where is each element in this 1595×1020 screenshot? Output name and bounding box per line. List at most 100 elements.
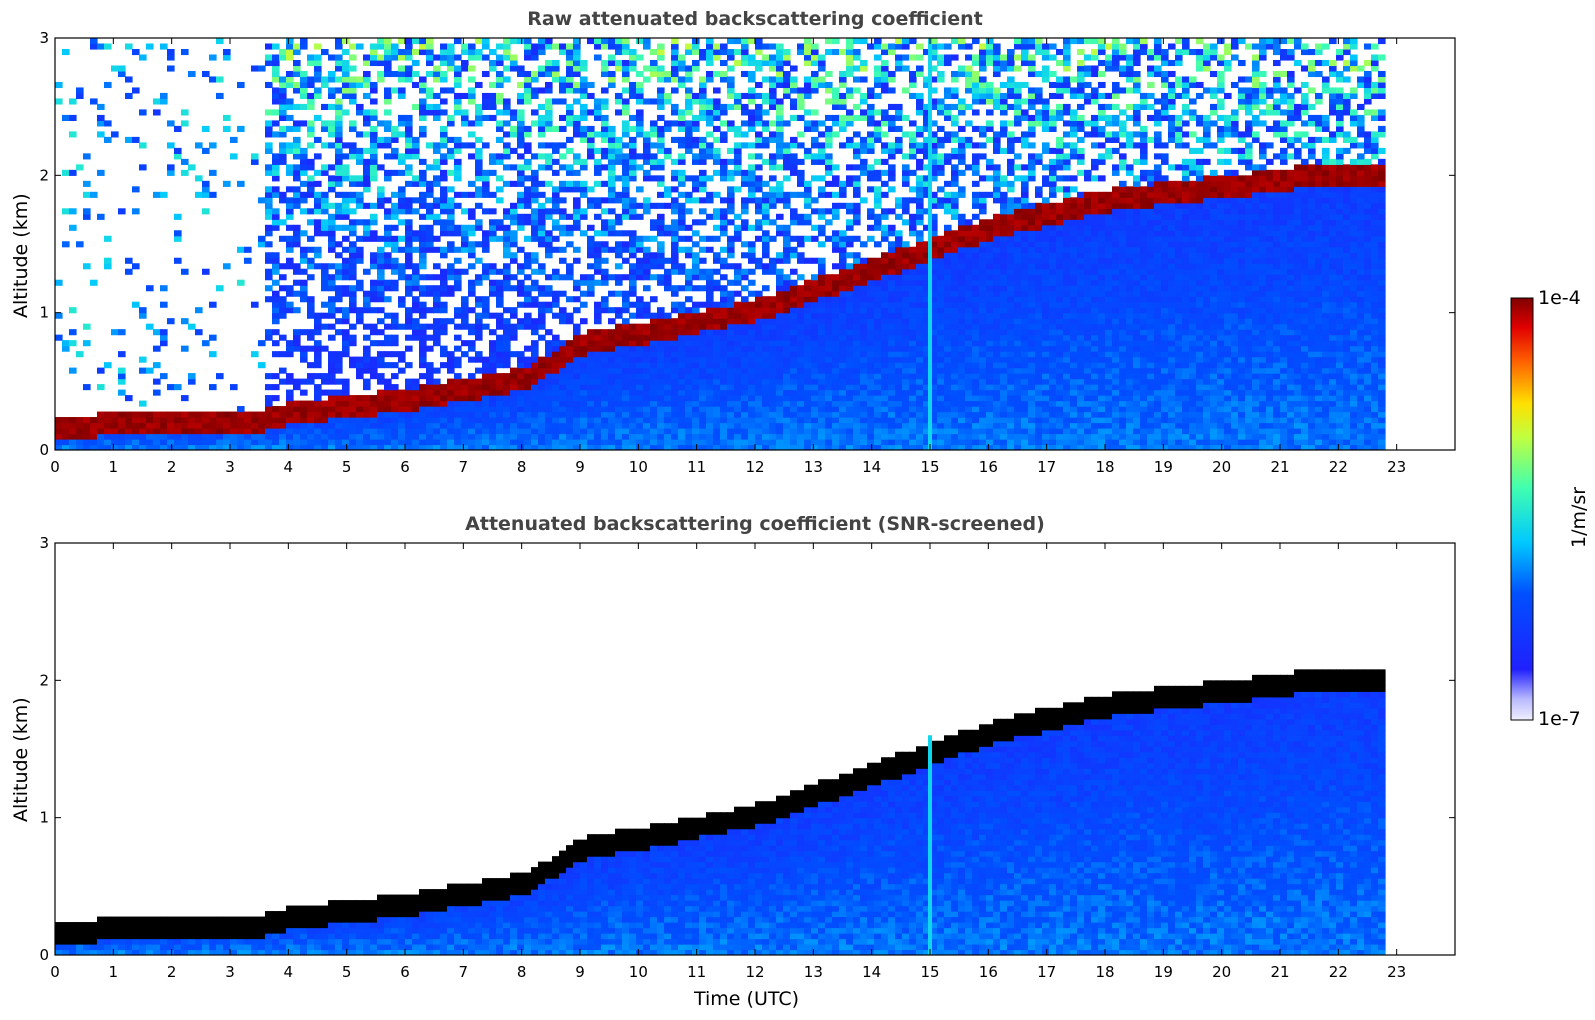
raw-heatmap-cell	[433, 76, 441, 83]
raw-heatmap-cell	[538, 356, 546, 363]
raw-heatmap-cell	[853, 439, 861, 446]
raw-heatmap-cell	[671, 439, 679, 446]
raw-heatmap-cell	[286, 186, 294, 193]
raw-heatmap-cell	[272, 153, 280, 160]
raw-heatmap-cell	[671, 384, 679, 391]
raw-heatmap-cell	[503, 98, 511, 105]
raw-heatmap-cell	[419, 38, 427, 45]
raw-heatmap-cell	[825, 38, 833, 45]
raw-heatmap-cell	[832, 411, 840, 418]
raw-heatmap-cell	[895, 43, 903, 50]
raw-heatmap-cell	[391, 389, 399, 396]
raw-heatmap-cell	[300, 356, 308, 363]
raw-heatmap-cell	[300, 153, 308, 160]
raw-heatmap-cell	[454, 175, 462, 182]
raw-heatmap-cell	[342, 428, 350, 435]
raw-heatmap-cell	[587, 334, 595, 341]
raw-heatmap-cell	[839, 230, 847, 237]
raw-heatmap-cell	[370, 230, 378, 237]
raw-heatmap-cell	[804, 285, 812, 292]
raw-heatmap-cell	[461, 312, 469, 319]
raw-heatmap-cell	[832, 345, 840, 352]
raw-heatmap-cell	[62, 428, 70, 435]
raw-heatmap-cell	[335, 136, 343, 143]
raw-heatmap-cell	[489, 158, 497, 165]
raw-heatmap-cell	[804, 367, 812, 374]
raw-heatmap-cell	[734, 417, 742, 424]
raw-heatmap-cell	[706, 290, 714, 297]
raw-heatmap-cell	[321, 378, 329, 385]
raw-heatmap-cell	[671, 230, 679, 237]
raw-heatmap-cell	[307, 257, 315, 264]
raw-heatmap-cell	[671, 224, 679, 231]
raw-heatmap-cell	[146, 428, 154, 435]
raw-heatmap-cell	[692, 65, 700, 72]
raw-heatmap-cell	[335, 59, 343, 67]
raw-heatmap-cell	[293, 230, 301, 237]
raw-heatmap-cell	[104, 81, 112, 89]
raw-heatmap-cell	[55, 417, 63, 424]
raw-heatmap-cell	[552, 411, 560, 418]
raw-heatmap-cell	[804, 153, 812, 160]
raw-heatmap-cell	[881, 417, 889, 424]
raw-heatmap-cell	[713, 384, 721, 391]
raw-heatmap-cell	[398, 48, 406, 56]
raw-heatmap-cell	[468, 241, 476, 248]
raw-heatmap-cell	[573, 120, 581, 127]
raw-heatmap-cell	[265, 329, 273, 336]
raw-heatmap-cell	[104, 428, 112, 435]
raw-heatmap-cell	[209, 384, 217, 391]
raw-heatmap-cell	[300, 191, 308, 198]
raw-heatmap-cell	[440, 158, 448, 165]
raw-heatmap-cell	[608, 340, 616, 347]
raw-heatmap-cell	[867, 329, 875, 336]
raw-heatmap-cell	[748, 180, 756, 187]
raw-heatmap-cell	[755, 103, 763, 111]
raw-heatmap-cell	[594, 43, 602, 50]
raw-heatmap-cell	[349, 142, 357, 149]
raw-heatmap-cell	[545, 400, 553, 407]
raw-heatmap-cell	[454, 65, 462, 72]
raw-heatmap-cell	[300, 208, 308, 215]
raw-heatmap-cell	[461, 230, 469, 237]
raw-heatmap-cell	[356, 362, 364, 369]
raw-heatmap-cell	[468, 213, 476, 220]
raw-heatmap-cell	[251, 411, 259, 418]
raw-heatmap-cell	[825, 367, 833, 374]
raw-heatmap-cell	[461, 395, 469, 402]
raw-heatmap-cell	[538, 312, 546, 319]
raw-heatmap-cell	[440, 230, 448, 237]
raw-heatmap-cell	[405, 43, 413, 50]
raw-heatmap-cell	[622, 345, 630, 352]
raw-heatmap-cell	[832, 208, 840, 215]
raw-heatmap-cell	[286, 147, 294, 154]
raw-heatmap-cell	[293, 422, 301, 429]
raw-heatmap-cell	[181, 345, 189, 352]
raw-heatmap-cell	[699, 153, 707, 160]
raw-heatmap-cell	[888, 362, 896, 369]
raw-heatmap-cell	[223, 263, 231, 270]
raw-heatmap-cell	[342, 318, 350, 325]
raw-heatmap-cell	[580, 373, 588, 380]
raw-heatmap-cell	[860, 158, 868, 165]
raw-heatmap-cell	[678, 318, 686, 325]
raw-heatmap-cell	[531, 329, 539, 336]
raw-heatmap-cell	[475, 279, 483, 286]
raw-heatmap-cell	[517, 142, 525, 149]
raw-heatmap-cell	[825, 114, 833, 121]
raw-heatmap-cell	[552, 389, 560, 396]
raw-heatmap-cell	[398, 76, 406, 83]
raw-heatmap-cell	[839, 235, 847, 242]
raw-heatmap-cell	[573, 125, 581, 132]
raw-heatmap-cell	[440, 362, 448, 369]
raw-heatmap-cell	[363, 70, 371, 78]
raw-heatmap-cell	[545, 87, 553, 94]
raw-heatmap-cell	[657, 43, 665, 50]
raw-heatmap-cell	[97, 433, 105, 440]
raw-heatmap-cell	[398, 70, 406, 78]
raw-heatmap-cell	[776, 180, 784, 187]
raw-heatmap-cell	[321, 439, 329, 446]
raw-heatmap-cell	[783, 373, 791, 380]
raw-heatmap-cell	[524, 235, 532, 242]
raw-heatmap-cell	[244, 417, 252, 424]
